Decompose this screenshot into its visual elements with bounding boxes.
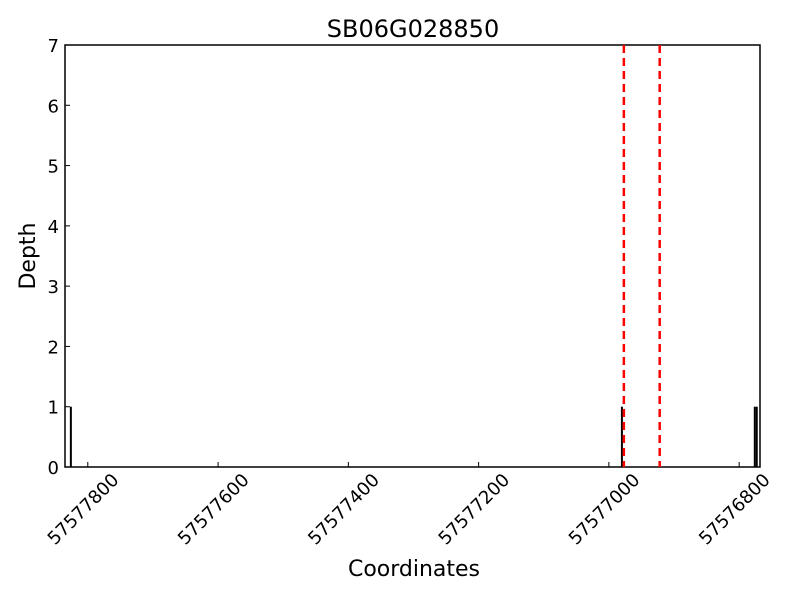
x-axis-label: Coordinates: [348, 557, 480, 582]
plot-frame: [64, 44, 761, 468]
x-tick-label: 57577000: [565, 470, 645, 550]
y-tick-label: 2: [48, 337, 59, 358]
x-tick-label: 57577800: [44, 470, 124, 550]
y-tick-label: 1: [48, 398, 59, 419]
x-tick-label: 57576800: [695, 470, 775, 550]
chart-title: SB06G028850: [327, 15, 499, 43]
x-tick-label: 57577600: [174, 470, 254, 550]
y-tick-label: 6: [48, 96, 59, 117]
y-tick-label: 7: [48, 36, 59, 57]
y-tick-label: 3: [48, 277, 59, 298]
y-tick-label: 5: [48, 157, 59, 178]
y-tick-label: 0: [48, 458, 59, 479]
x-tick-label: 57577200: [435, 470, 515, 550]
x-tick-label: 57577400: [304, 470, 384, 550]
y-tick-label: 4: [48, 217, 59, 238]
y-axis-label: Depth: [16, 222, 41, 289]
